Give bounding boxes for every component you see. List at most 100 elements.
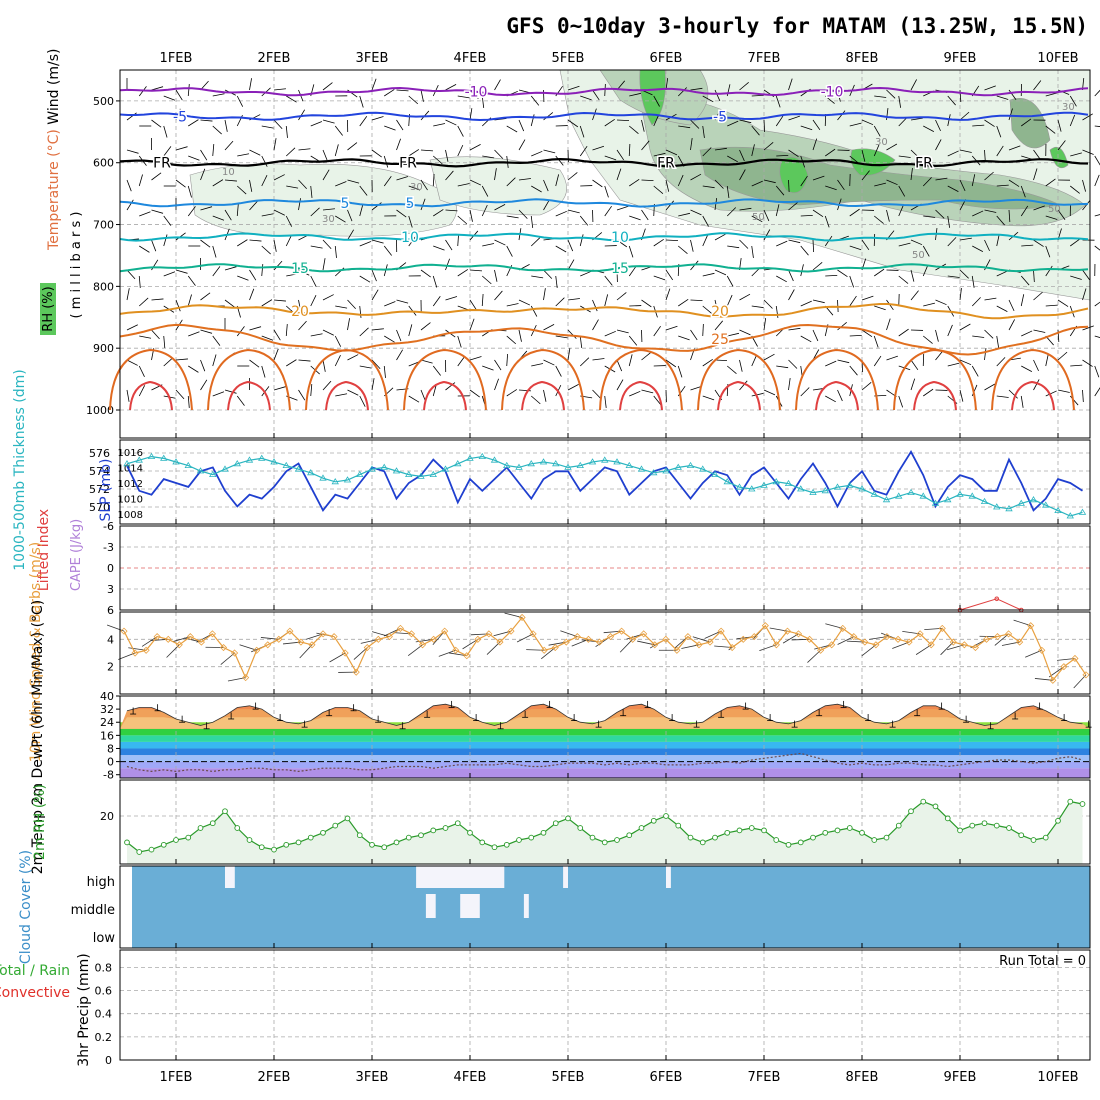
wind-barb bbox=[592, 145, 605, 151]
isotherm-label: 15 bbox=[611, 261, 629, 277]
wind-barb bbox=[407, 644, 423, 656]
wind-barb bbox=[837, 269, 848, 278]
wind-speed-marker bbox=[1049, 676, 1057, 684]
wind-barb bbox=[237, 275, 249, 281]
thickness-marker bbox=[588, 458, 597, 465]
wind-barb bbox=[692, 636, 711, 643]
thickness-line bbox=[126, 455, 1083, 517]
wind-speed-marker bbox=[739, 635, 747, 643]
wind-barb bbox=[126, 269, 136, 280]
wind-barb bbox=[996, 234, 1000, 247]
wind-barb bbox=[971, 275, 975, 288]
wind-barb bbox=[665, 239, 679, 242]
wind-barb bbox=[690, 209, 702, 216]
slp-tick-label: 1014 bbox=[118, 463, 143, 474]
wind-barb bbox=[1020, 395, 1024, 408]
bottom-date-label: 6FEB bbox=[650, 1070, 683, 1085]
wind-barb bbox=[775, 185, 785, 196]
y-tick-label: 500 bbox=[93, 95, 114, 108]
wind-barb bbox=[653, 395, 662, 406]
wind-barb bbox=[898, 275, 909, 284]
wind-barb bbox=[322, 359, 326, 372]
wind-barb bbox=[163, 335, 166, 348]
wind-barb bbox=[383, 245, 392, 256]
wind-barb bbox=[873, 144, 880, 157]
wind-barb bbox=[530, 95, 540, 106]
wind-barb bbox=[408, 324, 413, 337]
wind-barb bbox=[408, 395, 420, 403]
wind-barb bbox=[1045, 92, 1058, 97]
wind-barb bbox=[445, 239, 453, 251]
ylabel-part: Temperature (°C) bbox=[46, 129, 62, 251]
rh2m-marker bbox=[1042, 834, 1049, 841]
wind-barb bbox=[567, 209, 580, 214]
isotherm-line bbox=[119, 111, 1089, 122]
panel-border bbox=[119, 69, 1091, 439]
wind-barb bbox=[763, 119, 766, 133]
wind-barb bbox=[739, 380, 748, 391]
wind-barb bbox=[915, 644, 932, 655]
rh-shading bbox=[779, 156, 809, 194]
wind-barb bbox=[286, 273, 299, 277]
isotherm-line bbox=[119, 86, 1089, 97]
wind-barb bbox=[800, 125, 813, 131]
wind-speed-marker bbox=[772, 641, 780, 649]
wind-speed-line bbox=[123, 616, 1087, 682]
wind-barb bbox=[1069, 114, 1076, 127]
thickness-marker bbox=[699, 465, 707, 472]
cloud-level-label: middle bbox=[71, 903, 115, 918]
wind-barb bbox=[1094, 387, 1100, 397]
wind-barb bbox=[567, 85, 580, 91]
wind-speed-marker bbox=[518, 613, 526, 622]
wind-barb bbox=[224, 299, 235, 308]
wind-barb bbox=[775, 115, 784, 127]
wind-barb bbox=[433, 209, 444, 217]
thickness-marker bbox=[772, 478, 780, 485]
warm-contour bbox=[1011, 380, 1055, 411]
wind-barb bbox=[922, 177, 932, 187]
wind-barb bbox=[702, 323, 704, 337]
isotherm-label: 25 bbox=[711, 332, 729, 348]
wind-barb bbox=[200, 239, 211, 248]
wind-barb bbox=[261, 264, 264, 277]
wind-barb bbox=[690, 87, 703, 91]
wind-barb bbox=[163, 125, 168, 138]
rh2m-marker bbox=[761, 827, 767, 834]
wind-barb bbox=[1008, 299, 1015, 312]
wind-barb bbox=[782, 633, 799, 644]
wind-barb bbox=[910, 149, 920, 159]
wind-speed-marker bbox=[662, 635, 670, 643]
wind-barb bbox=[531, 185, 542, 193]
wind-speed-marker bbox=[1027, 622, 1035, 630]
wind-barb bbox=[763, 229, 771, 241]
wind-barb bbox=[678, 298, 689, 307]
wind-barb bbox=[396, 299, 409, 304]
thickness-marker bbox=[380, 463, 388, 470]
wind-barb bbox=[237, 239, 248, 247]
wind-barb bbox=[861, 119, 874, 126]
precip-tick-label: 0.6 bbox=[95, 985, 113, 998]
wind-barb bbox=[940, 641, 954, 656]
isotherm-label: -10 bbox=[465, 85, 488, 101]
warm-contour bbox=[129, 380, 173, 411]
wind-barb bbox=[616, 359, 623, 372]
temp-tick-label: 16 bbox=[100, 729, 114, 742]
wind-barb bbox=[543, 179, 549, 192]
wind-barb bbox=[996, 395, 1009, 398]
precip-tick-label: 0.2 bbox=[95, 1031, 113, 1044]
thickness-marker bbox=[503, 461, 511, 468]
wind-barb bbox=[898, 242, 911, 247]
wind-barb bbox=[139, 245, 150, 253]
wind-barb bbox=[531, 363, 544, 367]
wind-barb bbox=[396, 119, 404, 131]
rh-contour-label: 50 bbox=[912, 250, 925, 261]
wind-barb bbox=[580, 270, 592, 277]
thickness-marker bbox=[258, 454, 266, 461]
wind-barb bbox=[837, 636, 854, 645]
wind-barb bbox=[579, 234, 584, 247]
wind-barb bbox=[1008, 319, 1015, 331]
wind-barb bbox=[433, 245, 445, 251]
middle-cloud-block bbox=[425, 894, 436, 918]
